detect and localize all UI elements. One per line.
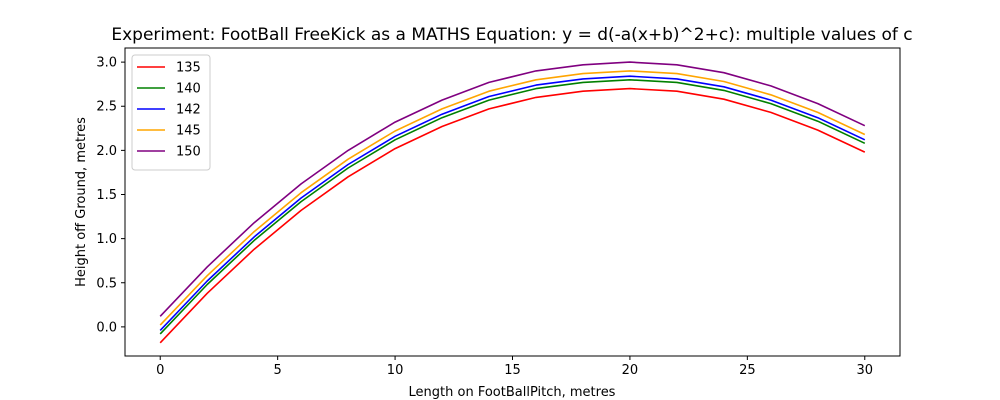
series-line-145 xyxy=(159,70,866,326)
legend: 135 140 142 145 150 xyxy=(131,54,211,171)
x-tick-label: 10 xyxy=(387,363,404,378)
y-axis-label: Height off Ground, metres xyxy=(74,117,89,287)
x-tick-label: 15 xyxy=(504,363,521,378)
y-tick-label: 3.0 xyxy=(96,56,117,71)
x-axis-label: Length on FootBallPitch, metres xyxy=(409,385,616,400)
x-tick-label: 0 xyxy=(156,363,164,378)
legend-entry-142: 142 xyxy=(176,103,201,118)
x-tick-label: 20 xyxy=(622,363,639,378)
y-tick-label: 0.5 xyxy=(96,276,117,291)
legend-entry-135: 135 xyxy=(176,61,201,76)
series-line-140 xyxy=(159,79,866,335)
y-tick-label: 0.0 xyxy=(96,320,117,335)
series-line-135 xyxy=(159,87,866,344)
series-line-150 xyxy=(159,61,866,317)
y-tick-label: 2.0 xyxy=(96,144,117,159)
plot-area xyxy=(159,61,866,344)
x-tick-label: 30 xyxy=(856,363,873,378)
y-tick-label: 1.0 xyxy=(96,232,117,247)
x-axis: 0 5 10 15 20 25 30 xyxy=(156,356,873,378)
y-axis: 0.0 0.5 1.0 1.5 2.0 2.5 3.0 xyxy=(96,56,125,335)
y-tick-label: 1.5 xyxy=(96,188,117,203)
legend-entry-140: 140 xyxy=(176,82,201,97)
legend-box xyxy=(131,54,211,171)
series-line-142 xyxy=(159,75,866,331)
legend-entry-145: 145 xyxy=(176,124,201,139)
x-tick-label: 25 xyxy=(739,363,756,378)
y-tick-label: 2.5 xyxy=(96,100,117,115)
chart-title: Experiment: FootBall FreeKick as a MATHS… xyxy=(111,25,912,45)
legend-entry-150: 150 xyxy=(176,145,201,160)
x-tick-label: 5 xyxy=(274,363,282,378)
